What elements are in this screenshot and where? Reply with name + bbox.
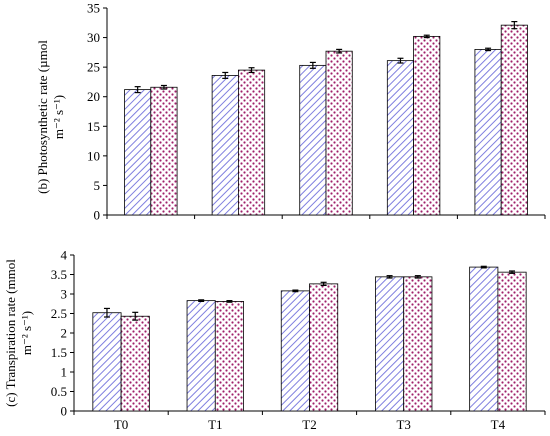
bar: [309, 283, 339, 412]
x-category-label: T0: [114, 417, 128, 432]
y-axis-label-line-2: m⁻² s⁻¹): [19, 311, 34, 355]
x-category-label: T4: [491, 417, 506, 432]
y-tick-label: 3.5: [51, 267, 67, 282]
y-tick-label: 15: [87, 119, 100, 134]
bar: [214, 301, 244, 412]
y-axis-label-line-2: m⁻² s⁻¹): [51, 95, 66, 139]
bar: [211, 75, 239, 216]
y-axis-label-line-1: (b) Photosynthetic rate (µmol: [35, 40, 50, 194]
bar: [280, 290, 310, 412]
y-tick-label: 4: [61, 248, 68, 263]
y-tick-label: 25: [87, 60, 100, 75]
transpiration-rate-chart: (c) Transpiration rate (mmol m⁻² s⁻¹) 0 0…: [3, 248, 546, 432]
y-tick-label: 2.5: [51, 306, 67, 321]
y-tick-label: 20: [87, 89, 100, 104]
y-tick-label: 2: [61, 326, 68, 341]
y-axis-label-line-1: (c) Transpiration rate (mmol: [3, 259, 18, 407]
bar: [186, 300, 216, 412]
y-tick-label: 0: [94, 208, 101, 223]
bar: [413, 35, 441, 216]
bar: [124, 89, 152, 216]
x-category-label: T2: [302, 417, 316, 432]
bar: [386, 60, 415, 216]
y-tick-label: 3: [61, 287, 68, 302]
bar: [237, 69, 266, 216]
bar: [325, 50, 353, 216]
bar: [497, 271, 527, 412]
y-tick-label: 10: [87, 148, 100, 163]
bar: [474, 49, 502, 216]
bar: [120, 315, 150, 412]
y-tick-label: 30: [87, 30, 100, 45]
y-tick-label: 0.5: [51, 384, 67, 399]
bar: [299, 64, 327, 216]
y-tick-label: 35: [87, 1, 100, 16]
x-category-label: T3: [396, 417, 410, 432]
photosynthetic-rate-chart: (b) Photosynthetic rate (µmol m⁻² s⁻¹) 0…: [35, 1, 546, 223]
y-tick-label: 1: [61, 365, 68, 380]
bar: [150, 86, 178, 216]
bar: [92, 312, 122, 412]
bar: [469, 266, 499, 412]
y-tick-label: 1.5: [51, 345, 67, 360]
x-category-label: T1: [208, 417, 222, 432]
bar: [403, 276, 433, 412]
bar: [500, 24, 528, 216]
y-tick-label: 0: [61, 404, 68, 419]
bar: [375, 276, 405, 412]
y-tick-label: 5: [94, 178, 101, 193]
